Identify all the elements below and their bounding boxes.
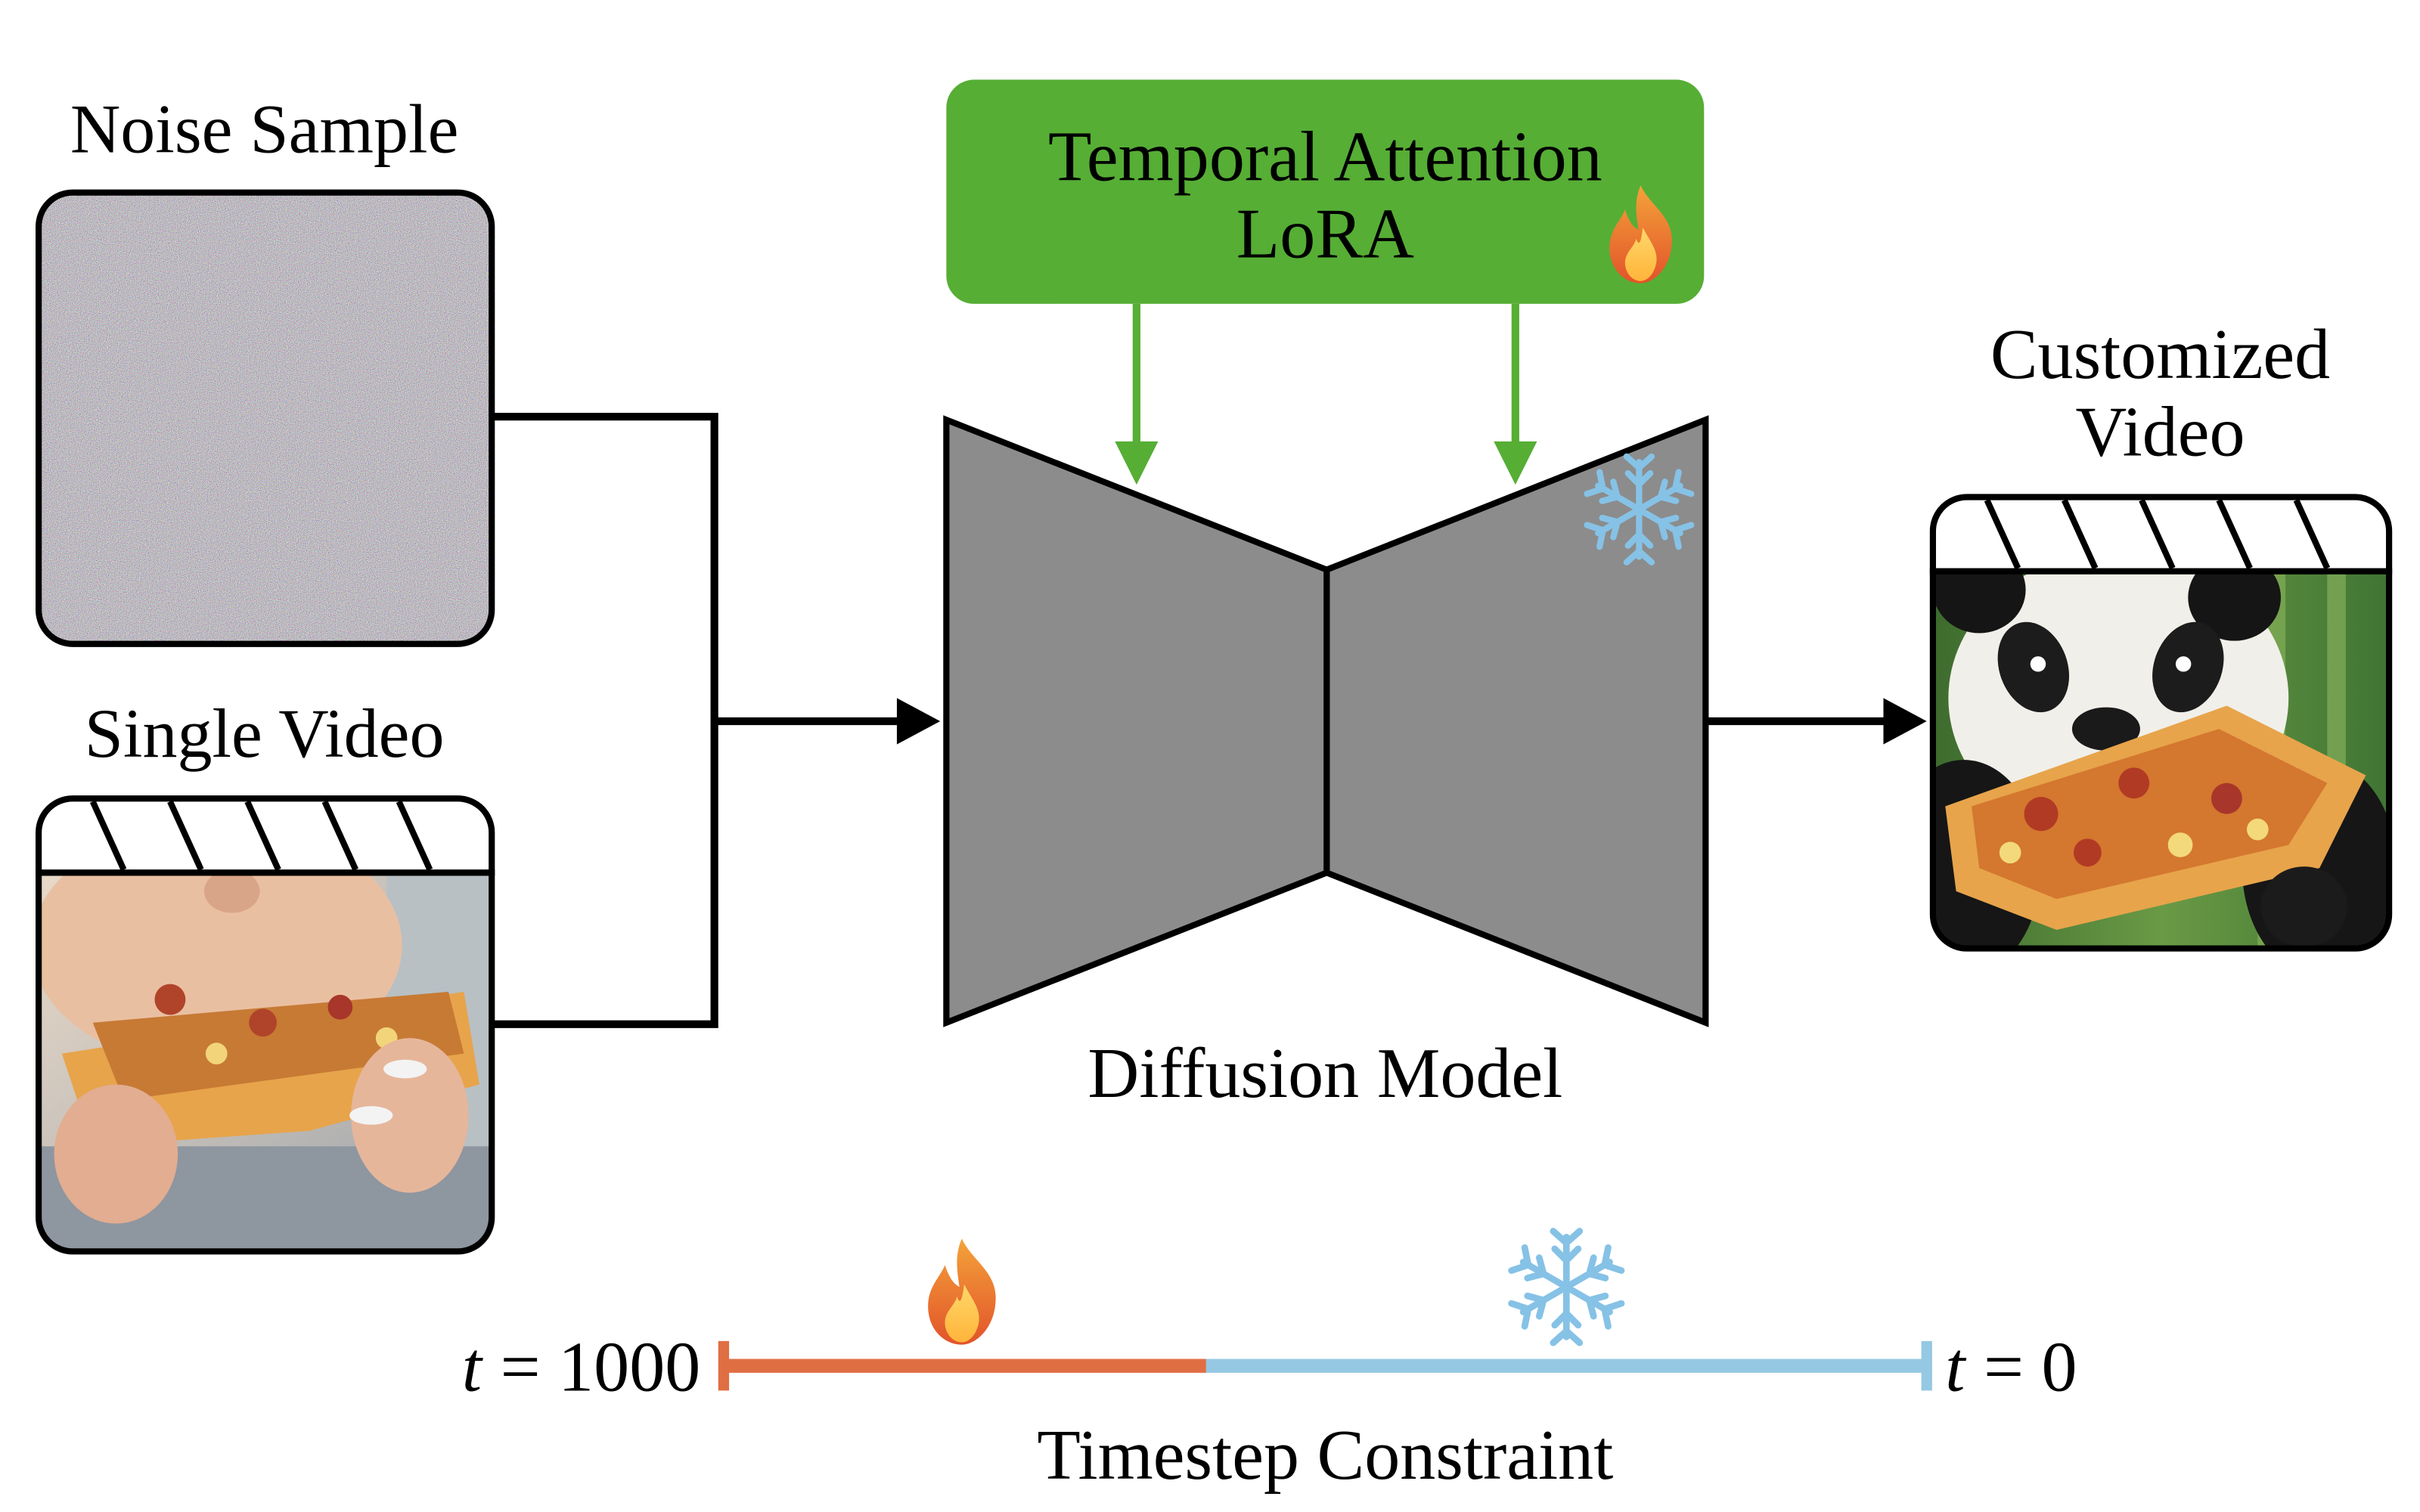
clapperboard-stripes [1984,498,2331,570]
output-arrow [1705,698,1927,745]
fire-icon [928,1238,996,1345]
timestep-start-label: t = 1000 [462,1328,700,1406]
lora-box-title: Temporal Attention [1048,117,1602,196]
lora-box: Temporal Attention LoRA [946,79,1705,304]
noise-sample-image [36,189,495,647]
diffusion-model-shape [943,415,1709,1027]
lora-arrows [1115,303,1537,485]
timestep-end-label: t = 0 [1945,1328,2077,1406]
customized-video-title: Customized [1990,315,2330,394]
lora-box-subtitle: LoRA [1236,195,1414,274]
diffusion-model-label: Diffusion Model [1087,1034,1562,1113]
single-video-label: Single Video [85,695,445,772]
customized-video-image [1929,494,2393,952]
clapperboard-stripes [89,800,433,871]
customized-video-subtitle: Video [2075,392,2245,471]
input-connector [492,413,905,1028]
single-video-image [36,795,495,1255]
snowflake-icon [1512,1232,1621,1343]
noise-sample-label: Noise Sample [70,91,459,168]
input-arrow-head [896,698,941,745]
timestep-constraint-label: Timestep Constraint [1037,1416,1613,1495]
timestep-bar [718,1340,1932,1391]
